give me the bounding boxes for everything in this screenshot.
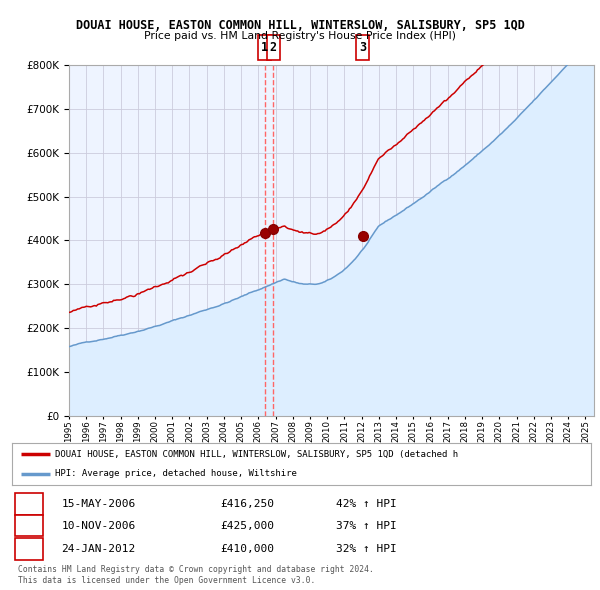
- Text: 2: 2: [25, 519, 32, 532]
- Text: Price paid vs. HM Land Registry's House Price Index (HPI): Price paid vs. HM Land Registry's House …: [144, 31, 456, 41]
- Text: Contains HM Land Registry data © Crown copyright and database right 2024.: Contains HM Land Registry data © Crown c…: [18, 565, 374, 574]
- Text: £410,000: £410,000: [220, 544, 274, 554]
- Text: This data is licensed under the Open Government Licence v3.0.: This data is licensed under the Open Gov…: [18, 576, 316, 585]
- FancyBboxPatch shape: [356, 35, 370, 60]
- Text: 3: 3: [25, 542, 32, 555]
- Text: 24-JAN-2012: 24-JAN-2012: [61, 544, 136, 554]
- Text: 32% ↑ HPI: 32% ↑ HPI: [336, 544, 397, 554]
- FancyBboxPatch shape: [266, 35, 280, 60]
- Text: £416,250: £416,250: [220, 499, 274, 509]
- Text: HPI: Average price, detached house, Wiltshire: HPI: Average price, detached house, Wilt…: [55, 469, 298, 478]
- Text: 42% ↑ HPI: 42% ↑ HPI: [336, 499, 397, 509]
- Text: £425,000: £425,000: [220, 521, 274, 530]
- Text: 1: 1: [25, 497, 32, 510]
- FancyBboxPatch shape: [15, 515, 43, 536]
- Text: 15-MAY-2006: 15-MAY-2006: [61, 499, 136, 509]
- FancyBboxPatch shape: [15, 493, 43, 515]
- Text: 1: 1: [261, 41, 268, 54]
- FancyBboxPatch shape: [15, 538, 43, 559]
- Text: 37% ↑ HPI: 37% ↑ HPI: [336, 521, 397, 530]
- Text: 10-NOV-2006: 10-NOV-2006: [61, 521, 136, 530]
- Text: DOUAI HOUSE, EASTON COMMON HILL, WINTERSLOW, SALISBURY, SP5 1QD: DOUAI HOUSE, EASTON COMMON HILL, WINTERS…: [76, 19, 524, 32]
- FancyBboxPatch shape: [258, 35, 271, 60]
- Text: 3: 3: [359, 41, 367, 54]
- Text: 2: 2: [269, 41, 277, 54]
- Text: DOUAI HOUSE, EASTON COMMON HILL, WINTERSLOW, SALISBURY, SP5 1QD (detached h: DOUAI HOUSE, EASTON COMMON HILL, WINTERS…: [55, 450, 458, 458]
